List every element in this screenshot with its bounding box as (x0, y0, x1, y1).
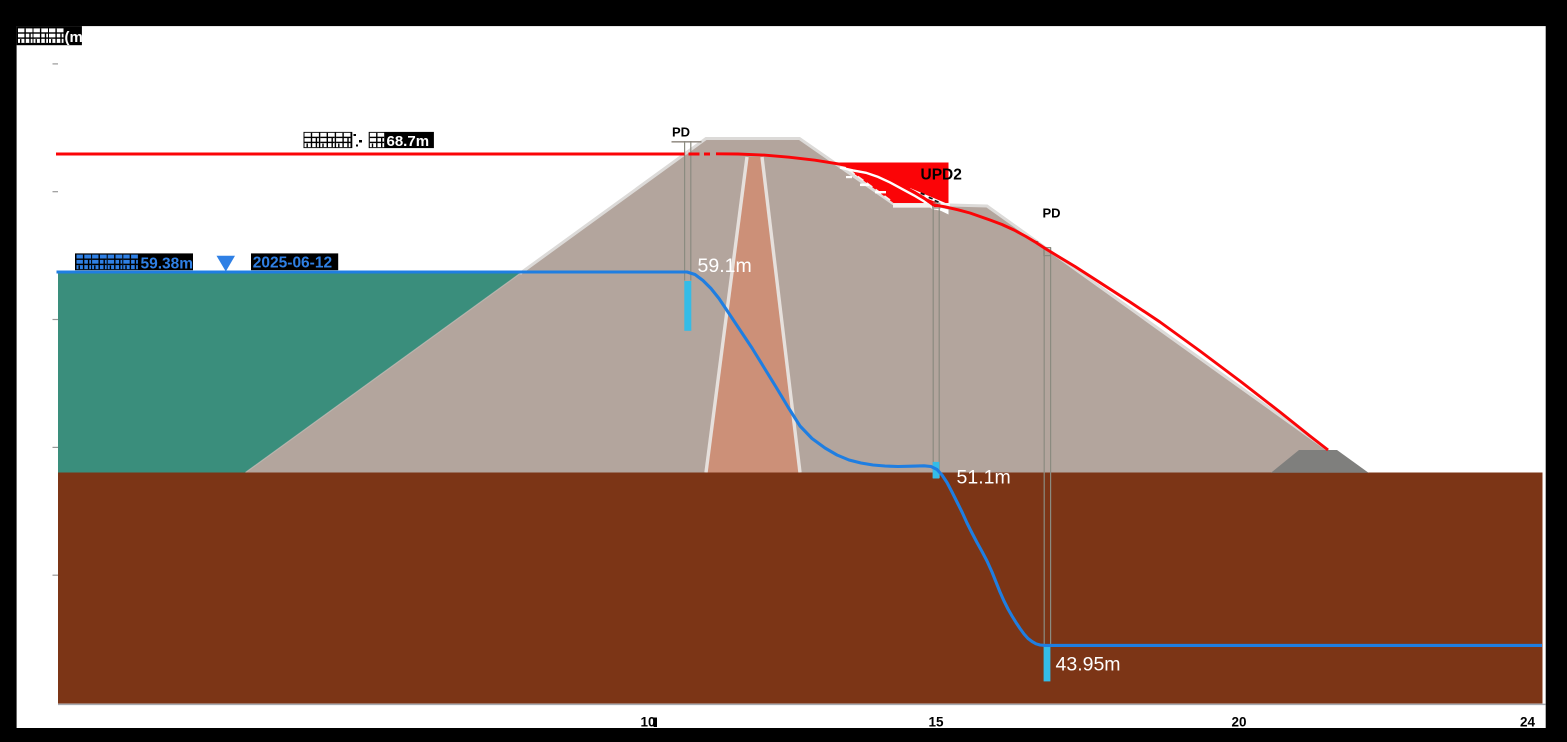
svg-text:2025-06-12: 2025-06-12 (253, 255, 332, 272)
svg-text:PD: PD (672, 125, 690, 140)
svg-text:20: 20 (1232, 714, 1247, 729)
svg-text:15: 15 (929, 714, 945, 729)
svg-text:51.1m: 51.1m (957, 467, 1011, 489)
svg-text:10: 10 (641, 714, 656, 729)
svg-text:43.95m: 43.95m (1056, 654, 1121, 676)
svg-text:(m: (m (65, 29, 83, 46)
svg-text:PD: PD (1043, 206, 1061, 221)
svg-text:68.7m: 68.7m (387, 133, 430, 150)
svg-text:59.38m: 59.38m (141, 255, 194, 272)
svg-text:UPD2: UPD2 (921, 167, 962, 184)
svg-text:24: 24 (1520, 714, 1536, 729)
svg-text:59.1m: 59.1m (698, 255, 752, 277)
